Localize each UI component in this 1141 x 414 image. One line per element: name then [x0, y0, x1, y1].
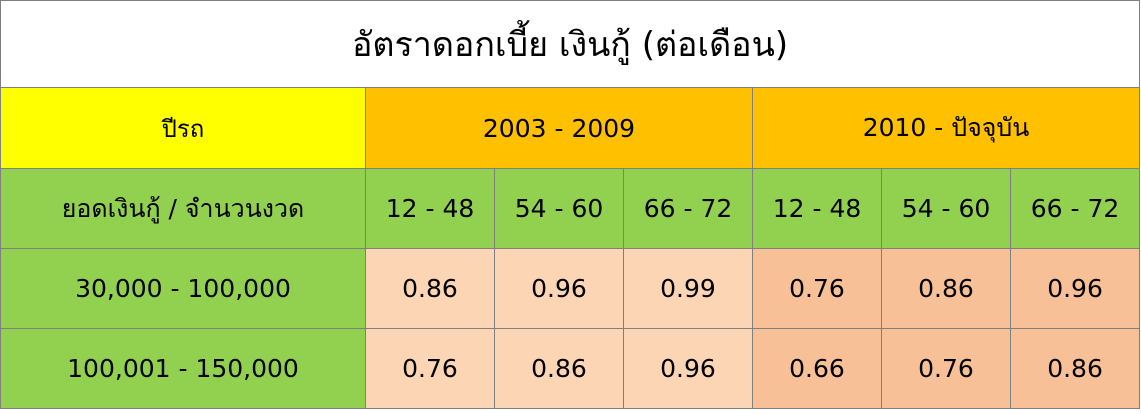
rate-cell: 0.86 [365, 248, 495, 329]
rate-cell: 0.99 [623, 248, 753, 329]
rate-cell: 0.96 [494, 248, 624, 329]
term-header: 54 - 60 [494, 168, 624, 249]
term-header: 66 - 72 [1009, 168, 1141, 249]
rate-cell: 0.96 [623, 328, 753, 409]
loan-amount-term-label: ยอดเงินกู้ / จำนวนงวด [0, 168, 366, 249]
table-title: อัตราดอกเบี้ย เงินกู้ (ต่อเดือน) [0, 0, 1141, 88]
rate-cell: 0.76 [365, 328, 495, 409]
rate-cell: 0.76 [881, 328, 1011, 409]
term-header: 12 - 48 [365, 168, 495, 249]
vehicle-year-label: ปีรถ [0, 87, 366, 169]
loan-amount-range: 100,001 - 150,000 [0, 328, 366, 409]
term-header-row: ยอดเงินกู้ / จำนวนงวด 12 - 48 54 - 60 66… [0, 168, 1141, 249]
rate-cell: 0.76 [752, 248, 882, 329]
rate-cell: 0.86 [1009, 328, 1141, 409]
period-header-row: ปีรถ 2003 - 2009 2010 - ปัจจุบัน [0, 87, 1141, 169]
rate-cell: 0.86 [494, 328, 624, 409]
term-header: 12 - 48 [752, 168, 882, 249]
period-header-2010-present: 2010 - ปัจจุบัน [751, 87, 1141, 169]
term-header: 54 - 60 [881, 168, 1011, 249]
rate-cell: 0.66 [752, 328, 882, 409]
term-header: 66 - 72 [623, 168, 753, 249]
rate-cell: 0.96 [1009, 248, 1141, 329]
table-row: 100,001 - 150,000 0.76 0.86 0.96 0.66 0.… [0, 328, 1141, 409]
title-row: อัตราดอกเบี้ย เงินกู้ (ต่อเดือน) [0, 0, 1141, 88]
period-header-2003-2009: 2003 - 2009 [365, 87, 753, 169]
table-row: 30,000 - 100,000 0.86 0.96 0.99 0.76 0.8… [0, 248, 1141, 329]
loan-amount-range: 30,000 - 100,000 [0, 248, 366, 329]
rate-cell: 0.86 [881, 248, 1011, 329]
